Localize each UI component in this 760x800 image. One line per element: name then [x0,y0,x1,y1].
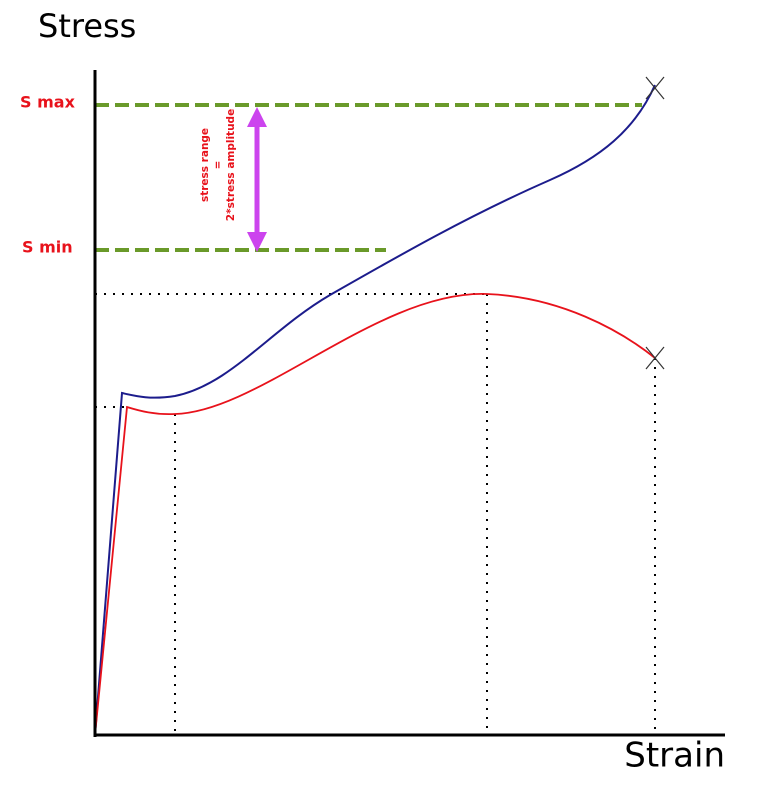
annotation-line: = [212,161,224,170]
s-min-label: S min [22,238,73,257]
annotation-line: stress range [199,128,211,202]
x-axis-label: Strain [624,736,725,776]
engineering-curve [94,293,656,736]
true-curve [94,84,656,736]
s-max-label: S max [20,93,76,112]
guides [95,293,656,735]
annotation: stress range = 2*stress amplitude [199,109,237,221]
y-axis-label: Stress [38,7,136,45]
annotation-line: 2*stress amplitude [225,109,237,221]
range-arrow [247,107,267,252]
fracture-markers [645,76,665,370]
